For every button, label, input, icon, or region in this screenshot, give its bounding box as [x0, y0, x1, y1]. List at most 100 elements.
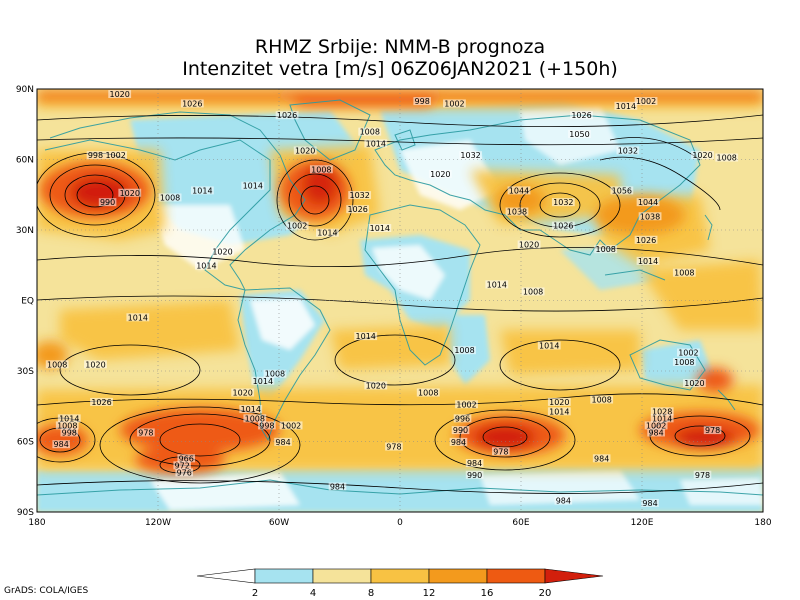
- pressure-label: 1050: [569, 130, 589, 139]
- pressure-label-bg: [554, 496, 573, 505]
- pressure-label: 998: [62, 428, 77, 437]
- pressure-label: 1038: [507, 208, 527, 217]
- pressure-label: 1020: [684, 379, 704, 388]
- pressure-label: 1032: [349, 191, 369, 200]
- colorbar-tick-label: 20: [539, 588, 552, 599]
- pressure-label-bg: [180, 99, 204, 108]
- pressure-label-bg: [364, 139, 388, 148]
- pressure-label-bg: [279, 421, 303, 430]
- pressure-label-bg: [693, 470, 712, 479]
- pressure-label: 1008: [57, 421, 77, 430]
- pressure-label-bg: [84, 360, 107, 369]
- pressure-label-bg: [86, 151, 105, 160]
- pressure-label: 1056: [612, 186, 632, 195]
- pressure-label: 972: [175, 461, 190, 470]
- pressure-label: 1038: [640, 212, 660, 221]
- pressure-label-bg: [316, 228, 339, 237]
- pressure-label-bg: [175, 468, 194, 477]
- pressure-label: 1014: [487, 280, 507, 289]
- pressure-label: 1002: [456, 400, 476, 409]
- colorbar-left-triangle: [196, 568, 256, 584]
- pressure-label-bg: [570, 111, 593, 120]
- pressure-label-bg: [118, 188, 142, 197]
- pressure-label-bg: [449, 437, 468, 446]
- pressure-label-bg: [614, 101, 638, 110]
- colorbar-tick-label: 16: [481, 588, 494, 599]
- pressure-label-bg: [485, 280, 509, 289]
- pressure-label-bg: [634, 235, 658, 244]
- pressure-label-bg: [492, 447, 510, 456]
- pressure-label: 1026: [571, 111, 591, 120]
- pressure-label-bg: [594, 245, 618, 254]
- pressure-label-bg: [547, 397, 571, 406]
- pressure-label: 1008: [311, 165, 331, 174]
- pressure-label: 984: [648, 428, 663, 437]
- colorbar-tick-label: 4: [310, 588, 316, 599]
- pressure-label: 998: [259, 421, 274, 430]
- pressure-label-bg: [568, 130, 591, 138]
- pressure-label-bg: [634, 97, 658, 106]
- pressure-label: 1020: [430, 170, 450, 179]
- pressure-label-bg: [517, 240, 541, 249]
- pressure-label-bg: [108, 90, 132, 99]
- pressure-label: 1026: [636, 236, 656, 245]
- pressure-label: 1020: [233, 389, 253, 398]
- colorbar-tick-label: 8: [368, 588, 374, 599]
- colorbar: 2 4 8 12 16 20: [196, 568, 604, 599]
- pressure-label-bg: [616, 146, 640, 155]
- pressure-label-bg: [650, 414, 674, 423]
- pressure-label: 1008: [360, 128, 380, 137]
- pressure-label: 1032: [618, 146, 638, 155]
- pressure-label-bg: [691, 151, 714, 160]
- pressure-label-bg: [158, 193, 182, 202]
- pressure-label-bg: [354, 332, 378, 341]
- colorbar-right-triangle: [544, 568, 604, 584]
- pressure-label-bg: [274, 437, 292, 446]
- pressure-label-bg: [52, 440, 70, 449]
- pressure-label: 996: [455, 414, 470, 423]
- pressure-label: 1008: [418, 389, 438, 398]
- pressure-label-bg: [137, 428, 155, 437]
- pressure-label: 978: [138, 428, 153, 437]
- pressure-label-bg: [455, 400, 478, 409]
- pressure-label-bg: [60, 428, 79, 437]
- pressure-label: 1014: [241, 405, 261, 414]
- isobars: [37, 114, 763, 494]
- pressure-label-bg: [241, 181, 265, 190]
- pressure-label-bg: [126, 313, 150, 322]
- pressure-label: 990: [100, 198, 115, 207]
- pressure-label-bg: [211, 247, 234, 256]
- pressure-label: 1014: [253, 377, 273, 386]
- pressure-label-bg: [638, 212, 662, 221]
- longitude-label: 120W: [145, 518, 171, 528]
- longitude-labels: 180 120W 60W 0 60E 120E 180: [28, 518, 771, 528]
- pressure-label-bg: [90, 397, 113, 406]
- pressure-label-bg: [453, 346, 476, 355]
- pressure-label: 1008: [265, 370, 285, 379]
- pressure-label: 1014: [196, 262, 216, 271]
- pressure-label-bg: [451, 426, 470, 435]
- colorbar-segment: [370, 568, 430, 584]
- pressure-label: 1020: [212, 248, 232, 257]
- longitude-label: 180: [28, 518, 45, 528]
- pressure-label: 1008: [160, 193, 180, 202]
- pressure-label: 1020: [692, 151, 712, 160]
- pressure-label: 1008: [245, 414, 265, 423]
- latitude-label: 60S: [17, 438, 34, 448]
- pressure-label: 984: [330, 483, 345, 492]
- pressure-label-bg: [428, 169, 452, 178]
- pressure-label-bg: [368, 224, 392, 232]
- pressure-label: 990: [467, 471, 482, 480]
- pressure-label: 1044: [509, 186, 529, 195]
- pressure-label: 1014: [616, 102, 636, 111]
- pressure-label-bg: [328, 482, 347, 491]
- pressure-label: 1008: [591, 396, 611, 405]
- pressure-label-bg: [672, 268, 696, 277]
- pressure-label: 1020: [85, 360, 105, 369]
- pressure-label-bg: [590, 395, 614, 404]
- pressure-label-bg: [251, 376, 275, 385]
- map-frame: [36, 88, 764, 513]
- map-subtitle: Intenzitet vetra [m/s] 06Z06JAN2021 (+15…: [182, 58, 618, 80]
- latitude-label: 30N: [16, 226, 34, 236]
